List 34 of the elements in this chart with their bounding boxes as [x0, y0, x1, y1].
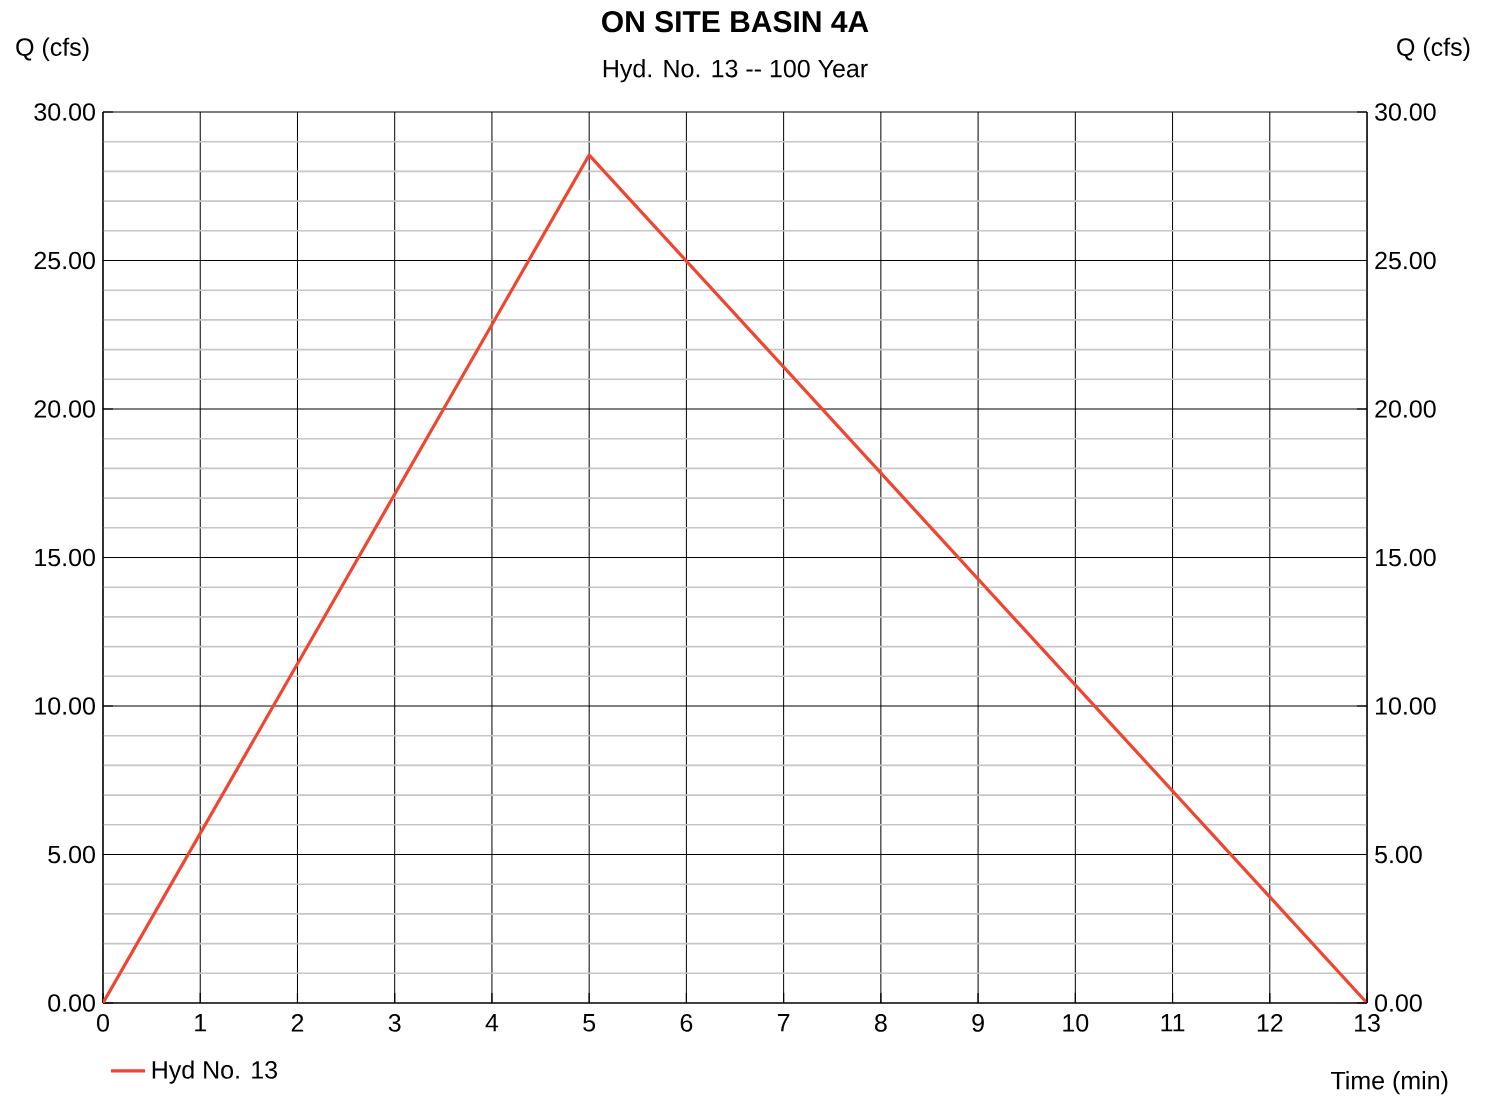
- x-tick-label: 9: [972, 1014, 984, 1032]
- y-tick-label: 5.00: [48, 845, 95, 864]
- y2-axis-title: Q (cfs): [1397, 37, 1470, 61]
- x-tick-label: 11: [1161, 1014, 1185, 1032]
- x-tick-label: 6: [680, 1014, 693, 1032]
- y2-tick-label: 0.00: [1375, 994, 1422, 1012]
- y-tick-label: 15.00: [35, 548, 95, 567]
- y-tick-label: 0.00: [48, 994, 95, 1012]
- x-tick-label: 8: [875, 1014, 887, 1032]
- x-tick-label: 1: [195, 1014, 206, 1032]
- chart-subtitle: Hyd. No. 13 -- 100 Year: [603, 59, 868, 83]
- y2-tick-label: 5.00: [1375, 845, 1422, 864]
- y2-tick-label: 15.00: [1376, 548, 1436, 567]
- x-tick-label: 12: [1257, 1014, 1283, 1032]
- x-tick-label: 3: [388, 1014, 401, 1032]
- x-tick-label: 4: [485, 1014, 499, 1032]
- chart-title: ON SITE BASIN 4A: [602, 11, 869, 33]
- y2-tick-label: 10.00: [1376, 697, 1436, 715]
- legend-label: Hyd No. 13: [152, 1060, 277, 1084]
- x-tick-label: 10: [1063, 1014, 1089, 1032]
- x-axis-title: Time (min): [1331, 1071, 1448, 1095]
- x-tick-label: 0: [97, 1014, 109, 1032]
- y2-tick-label: 25.00: [1375, 251, 1436, 270]
- y-axis-title: Q (cfs): [16, 37, 89, 61]
- x-tick-label: 5: [583, 1014, 596, 1032]
- y2-tick-label: 20.00: [1375, 400, 1436, 418]
- y-tick-label: 25.00: [34, 251, 95, 270]
- y2-tick-label: 30.00: [1375, 103, 1436, 121]
- y-tick-label: 10.00: [35, 697, 95, 715]
- y-tick-label: 20.00: [34, 400, 95, 418]
- x-tick-label: 7: [777, 1014, 790, 1032]
- x-tick-label: 13: [1355, 1014, 1380, 1032]
- x-tick-label: 2: [291, 1014, 304, 1032]
- y-tick-label: 30.00: [34, 103, 95, 121]
